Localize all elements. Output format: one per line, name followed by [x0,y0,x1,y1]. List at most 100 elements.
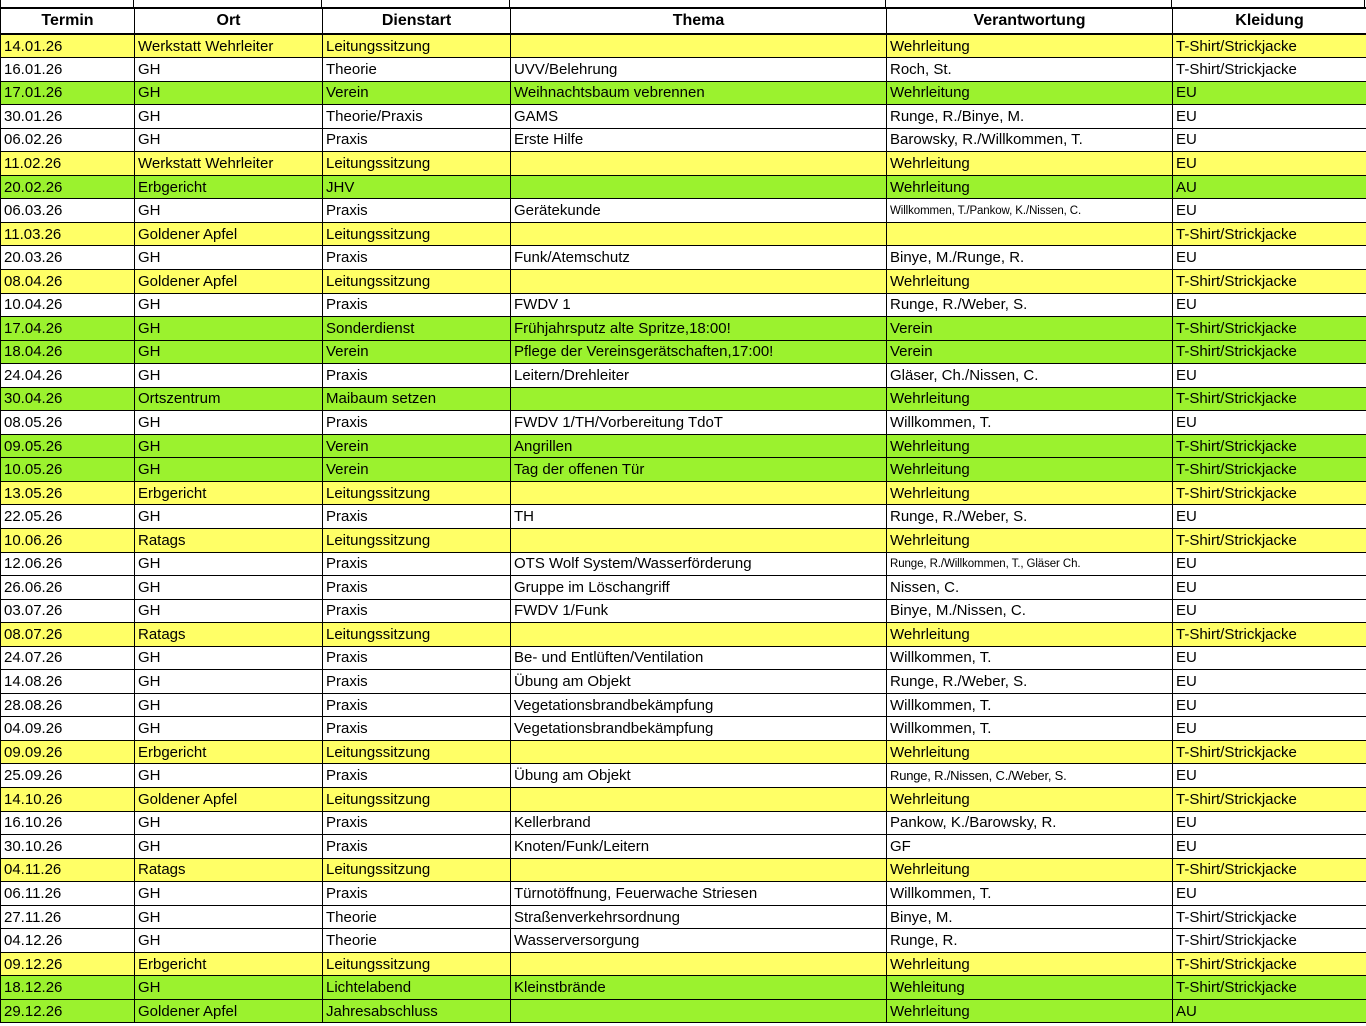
cell-verantwortung[interactable]: Verein [886,316,1173,341]
cell-verantwortung[interactable]: Willkommen, T. [886,645,1173,671]
cell-kleidung[interactable]: EU [1172,645,1366,671]
cell-termin[interactable]: 16.01.26 [0,57,135,82]
cell-termin[interactable]: 20.03.26 [0,245,135,270]
cell-dienstart[interactable]: Praxis [322,198,511,223]
cell-verantwortung[interactable]: Wehrleitung [886,787,1173,812]
cell-dienstart[interactable]: Praxis [322,810,511,836]
cell-dienstart[interactable]: Praxis [322,763,511,788]
cell-verantwortung[interactable]: Willkommen, T./Pankow, K./Nissen, C. [886,198,1173,223]
cell-termin[interactable]: 28.08.26 [0,692,135,718]
cell-verantwortung[interactable]: Runge, R./Nissen, C./Weber, S. [886,763,1173,788]
cell-verantwortung[interactable]: Wehrleitung [886,951,1173,977]
cell-kleidung[interactable]: T-Shirt/Strickjacke [1172,457,1366,482]
cell-verantwortung[interactable]: Barowsky, R./Willkommen, T. [886,127,1173,153]
cell-verantwortung[interactable]: Wehrleitung [886,151,1173,176]
cell-ort[interactable]: Erbgericht [134,739,323,765]
cell-ort[interactable]: GH [134,245,323,270]
cell-kleidung[interactable]: EU [1172,127,1366,153]
cell-ort[interactable]: GH [134,763,323,788]
cell-kleidung[interactable]: EU [1172,834,1366,859]
cell-kleidung[interactable]: AU [1172,174,1366,200]
cell-kleidung[interactable]: T-Shirt/Strickjacke [1172,57,1366,82]
cell-ort[interactable]: GH [134,645,323,671]
cell-thema[interactable]: Pflege der Vereinsgerätschaften,17:00! [510,339,887,365]
cell-kleidung[interactable]: T-Shirt/Strickjacke [1172,928,1366,953]
cell-verantwortung[interactable]: Roch, St. [886,57,1173,82]
cell-kleidung[interactable]: T-Shirt/Strickjacke [1172,975,1366,1000]
cell-thema[interactable]: Frühjahrsputz alte Spritze,18:00! [510,316,887,341]
cell-termin[interactable]: 18.04.26 [0,339,135,365]
cell-ort[interactable]: Ratags [134,527,323,553]
cell-termin[interactable]: 06.03.26 [0,198,135,223]
cell-termin[interactable]: 10.06.26 [0,527,135,553]
cell-ort[interactable]: Ratags [134,622,323,647]
cell-ort[interactable]: Erbgericht [134,174,323,200]
cell-termin[interactable]: 18.12.26 [0,975,135,1000]
cell-verantwortung[interactable]: Wehrleitung [886,739,1173,765]
cell-ort[interactable]: GH [134,363,323,388]
cell-thema[interactable]: OTS Wolf System/Wasserförderung [510,551,887,577]
cell-termin[interactable]: 17.01.26 [0,80,135,106]
cell-thema[interactable]: Kleinstbrände [510,975,887,1000]
cell-ort[interactable]: GH [134,904,323,930]
cell-thema[interactable]: FWDV 1 [510,292,887,318]
cell-ort[interactable]: GH [134,598,323,624]
cell-ort[interactable]: Goldener Apfel [134,268,323,294]
cell-verantwortung[interactable]: Pankow, K./Barowsky, R. [886,810,1173,836]
cell-ort[interactable]: GH [134,80,323,106]
cell-ort[interactable]: Erbgericht [134,951,323,977]
cell-kleidung[interactable]: EU [1172,669,1366,694]
cell-termin[interactable]: 06.02.26 [0,127,135,153]
cell-verantwortung[interactable]: Nissen, C. [886,575,1173,600]
cell-ort[interactable]: GH [134,834,323,859]
cell-dienstart[interactable]: Praxis [322,504,511,529]
cell-kleidung[interactable]: EU [1172,198,1366,223]
cell-dienstart[interactable]: Leitungssitzung [322,787,511,812]
cell-kleidung[interactable]: T-Shirt/Strickjacke [1172,622,1366,647]
cell-thema[interactable]: Übung am Objekt [510,669,887,694]
cell-thema[interactable] [510,221,887,247]
cell-dienstart[interactable]: Praxis [322,292,511,318]
cell-kleidung[interactable]: EU [1172,575,1366,600]
cell-kleidung[interactable]: T-Shirt/Strickjacke [1172,787,1366,812]
cell-thema[interactable]: Erste Hilfe [510,127,887,153]
cell-termin[interactable]: 14.08.26 [0,669,135,694]
cell-kleidung[interactable]: EU [1172,598,1366,624]
cell-termin[interactable]: 22.05.26 [0,504,135,529]
cell-dienstart[interactable]: Leitungssitzung [322,480,511,506]
cell-thema[interactable] [510,951,887,977]
cell-thema[interactable]: Übung am Objekt [510,763,887,788]
cell-termin[interactable]: 29.12.26 [0,998,135,1024]
cell-termin[interactable]: 24.04.26 [0,363,135,388]
cell-termin[interactable]: 26.06.26 [0,575,135,600]
cell-verantwortung[interactable]: Wehrleitung [886,480,1173,506]
cell-kleidung[interactable]: T-Shirt/Strickjacke [1172,386,1366,412]
cell-verantwortung[interactable]: Runge, R. [886,928,1173,953]
cell-kleidung[interactable]: T-Shirt/Strickjacke [1172,33,1366,59]
cell-dienstart[interactable]: Praxis [322,551,511,577]
cell-ort[interactable]: GH [134,198,323,223]
cell-dienstart[interactable]: Leitungssitzung [322,857,511,883]
cell-thema[interactable] [510,174,887,200]
cell-dienstart[interactable]: Leitungssitzung [322,739,511,765]
cell-verantwortung[interactable]: Binye, M. [886,904,1173,930]
cell-dienstart[interactable]: Theorie [322,928,511,953]
cell-kleidung[interactable]: T-Shirt/Strickjacke [1172,316,1366,341]
cell-kleidung[interactable]: T-Shirt/Strickjacke [1172,527,1366,553]
cell-dienstart[interactable]: Leitungssitzung [322,33,511,59]
cell-thema[interactable]: Funk/Atemschutz [510,245,887,270]
cell-verantwortung[interactable]: Willkommen, T. [886,716,1173,741]
cell-verantwortung[interactable]: Wehrleitung [886,80,1173,106]
cell-thema[interactable]: Gerätekunde [510,198,887,223]
cell-ort[interactable]: Goldener Apfel [134,998,323,1024]
cell-verantwortung[interactable] [886,221,1173,247]
cell-thema[interactable]: Wasserversorgung [510,928,887,953]
cell-dienstart[interactable]: Leitungssitzung [322,268,511,294]
cell-termin[interactable]: 30.10.26 [0,834,135,859]
cell-thema[interactable]: Leitern/Drehleiter [510,363,887,388]
cell-ort[interactable]: GH [134,881,323,906]
cell-termin[interactable]: 03.07.26 [0,598,135,624]
cell-termin[interactable]: 09.05.26 [0,433,135,459]
cell-termin[interactable]: 24.07.26 [0,645,135,671]
cell-dienstart[interactable]: Sonderdienst [322,316,511,341]
